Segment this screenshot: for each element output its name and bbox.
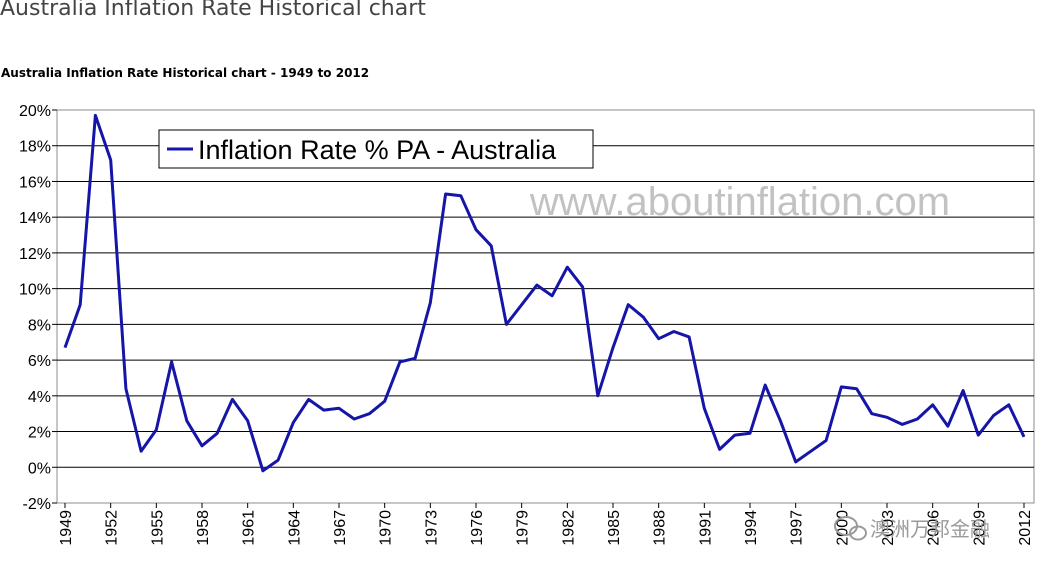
x-tick-label: 1961 [241,510,258,546]
x-tick-label: 1976 [469,510,486,546]
x-tick-label: 1967 [332,510,349,546]
legend-label: Inflation Rate % PA - Australia [198,135,557,165]
x-tick-label: 1952 [104,510,121,546]
brand-watermark: 澳洲万邦金融 [870,517,990,541]
y-tick-label: 14% [19,210,51,227]
x-tick-label: 1985 [606,510,623,546]
wechat-bubble-small [849,525,867,541]
x-tick-label: 1994 [743,510,760,546]
page-title: Australia Inflation Rate Historical char… [0,0,426,21]
x-tick-label: 1988 [652,510,669,546]
y-tick-label: 16% [19,174,51,191]
y-tick-label: 12% [19,246,51,263]
y-tick-label: -2% [23,496,51,513]
y-tick-label: 20% [19,103,51,120]
x-tick-label: 1970 [378,510,395,546]
site-watermark: www.aboutinflation.com [529,180,950,224]
y-tick-label: 0% [28,460,51,477]
legend-box [158,129,594,169]
x-tick-label: 1997 [789,510,806,546]
y-tick-label: 6% [28,353,51,370]
x-tick-label: 2006 [926,510,943,546]
inflation-series-line [63,113,1026,473]
x-tick-label: 1979 [515,510,532,546]
plot-area [56,109,1035,504]
y-tick-label: 4% [28,389,51,406]
x-tick-label: 2009 [971,510,988,546]
y-tick-label: 8% [28,317,51,334]
x-tick-label: 1958 [195,510,212,546]
x-tick-label: 2012 [1017,510,1034,546]
y-tick-label: 18% [19,139,51,156]
x-tick-label: 1949 [58,510,75,546]
y-tick-label: 2% [28,425,51,442]
x-tick-label: 2003 [880,510,897,546]
x-tick-label: 2000 [834,510,851,546]
chart-title: Australia Inflation Rate Historical char… [1,66,370,80]
x-tick-label: 1982 [560,510,577,546]
y-tick-label: 10% [19,282,51,299]
x-tick-label: 1991 [697,510,714,546]
x-tick-label: 1955 [149,510,166,546]
x-tick-label: 1964 [286,510,303,546]
x-tick-label: 1973 [423,510,440,546]
wechat-bubble-icon [834,516,867,541]
